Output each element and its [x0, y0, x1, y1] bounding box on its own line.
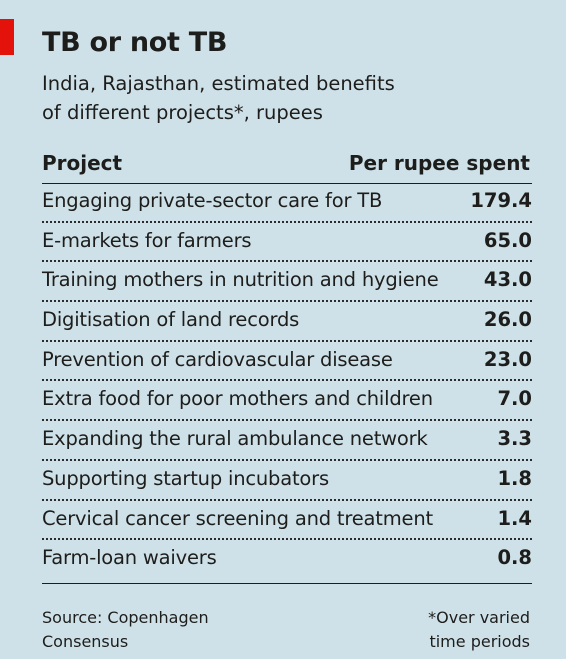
row-value: 43.0	[483, 268, 532, 292]
table-row: E-markets for farmers 65.0	[42, 223, 532, 263]
footnote-line-2: time periods	[429, 632, 530, 651]
chart-title: TB or not TB	[42, 27, 228, 58]
row-label: Prevention of cardiovascular disease	[42, 347, 393, 371]
brand-red-tag	[0, 19, 14, 55]
row-label: Farm-loan waivers	[42, 546, 217, 570]
table-row: Extra food for poor mothers and children…	[42, 381, 532, 422]
footnote: *Over varied time periods	[428, 606, 530, 654]
row-value: 179.4	[470, 189, 532, 212]
row-label: Digitisation of land records	[42, 308, 300, 332]
row-label: Engaging private-sector care for TB	[42, 189, 383, 212]
row-label: Extra food for poor mothers and children	[42, 387, 433, 411]
table-row: Digitisation of land records 26.0	[42, 302, 532, 342]
footer-rule	[42, 583, 532, 584]
table-row: Cervical cancer screening and treatment 1…	[42, 501, 532, 541]
source-line-2: Consensus	[42, 632, 129, 651]
row-value: 23.0	[483, 347, 532, 371]
subtitle-line-1: India, Rajasthan, estimated benefits	[42, 72, 395, 95]
source-note: Source: Copenhagen Consensus	[42, 606, 209, 654]
row-value: 7.0	[497, 387, 532, 411]
table-row: Prevention of cardiovascular disease 23.0	[42, 342, 532, 382]
table-row: Training mothers in nutrition and hygien…	[42, 262, 532, 303]
column-header-project: Project	[42, 151, 123, 175]
row-label: Training mothers in nutrition and hygien…	[42, 268, 439, 292]
source-line-1: Source: Copenhagen	[42, 608, 209, 627]
frame-edge-bottom	[0, 659, 576, 665]
row-value: 1.4	[497, 506, 532, 530]
row-value: 0.8	[497, 546, 532, 570]
chart-subtitle: India, Rajasthan, estimated benefits of …	[42, 69, 512, 127]
table-body: Engaging private-sector care for TB 179.4…	[42, 183, 532, 580]
subtitle-line-2: of different projects*, rupees	[42, 101, 323, 124]
row-label: E-markets for farmers	[42, 228, 252, 252]
row-label: Cervical cancer screening and treatment	[42, 506, 433, 530]
table-row: Farm-loan waivers 0.8	[42, 540, 532, 580]
footnote-line-1: *Over varied	[428, 608, 530, 627]
row-value: 3.3	[497, 427, 532, 451]
table-row: Supporting startup incubators 1.8	[42, 461, 532, 501]
row-label: Supporting startup incubators	[42, 466, 329, 490]
table-row: Engaging private-sector care for TB 179.4	[42, 183, 532, 223]
frame-edge-right	[566, 0, 576, 665]
row-value: 65.0	[483, 228, 532, 252]
column-header-value: Per rupee spent	[348, 151, 530, 175]
row-value: 26.0	[483, 308, 532, 332]
table-row: Expanding the rural ambulance network 3.3	[42, 421, 532, 461]
row-value: 1.8	[497, 466, 532, 490]
header-rule	[42, 183, 532, 184]
row-label: Expanding the rural ambulance network	[42, 427, 428, 451]
